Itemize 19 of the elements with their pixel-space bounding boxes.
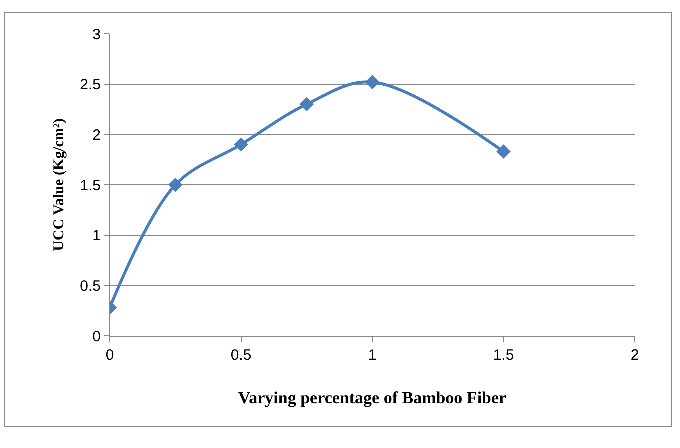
point: [300, 97, 314, 112]
y-tick-label: 3: [92, 26, 101, 44]
x-tick-label: 1: [368, 347, 377, 364]
point: [234, 138, 248, 152]
y-tick-label: 1: [92, 228, 101, 245]
y-tick-label: 0.5: [80, 278, 101, 295]
y-tick-label: 0: [92, 328, 101, 346]
x-axis-title: Varying percentage of Bamboo Fiber: [238, 388, 508, 408]
point: [365, 75, 380, 90]
point: [168, 178, 183, 192]
point: [496, 144, 511, 159]
x-tick-label: 1.5: [493, 347, 514, 364]
x-tick-label: 0.5: [230, 347, 252, 364]
y-tick-label: 1.5: [80, 177, 101, 194]
x-tick-label: 2: [630, 347, 640, 364]
x-tick-label: 0: [106, 347, 114, 364]
y-tick-label: 2.5: [80, 76, 101, 94]
y-axis-title: UCC Value (Kg/cm²): [51, 118, 68, 252]
y-tick-label: 2: [92, 126, 101, 144]
